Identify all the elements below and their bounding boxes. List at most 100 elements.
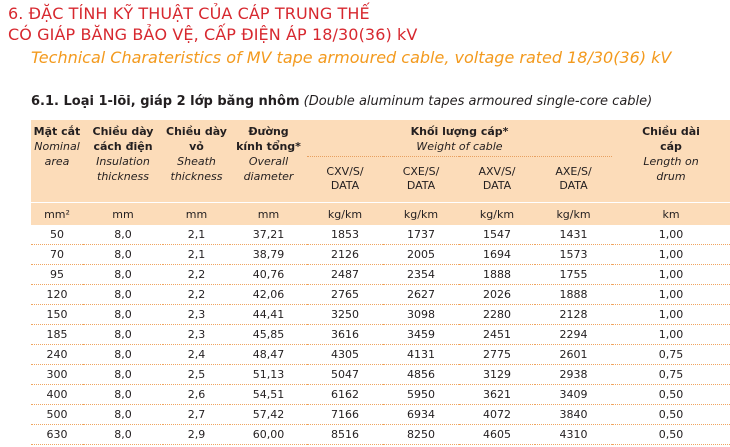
table-cell: 0,50 [612,384,730,405]
unit-cell: kg/km [535,202,613,225]
table-cell: 1547 [459,225,535,245]
table-cell: 1431 [535,225,613,245]
table-cell: 70 [31,244,83,265]
table-cell: 2026 [459,284,535,305]
table-row: 240 8,0 2,4 48,47 4305 4131 2775 2601 0,75 [31,344,730,365]
cable-spec-table: Mặt cắt Nominal area Chiều dày cách điện… [31,120,730,445]
table-cell: 4072 [459,404,535,425]
header-sheath: Chiều dày vỏ Sheath thickness [163,120,230,203]
table-cell: 500 [31,404,83,425]
table-cell: 4310 [535,424,613,445]
table-cell: 4305 [307,344,383,365]
table-cell: 2487 [307,264,383,285]
table-row: 500 8,0 2,7 57,42 7166 6934 4072 3840 0,50 [31,404,730,425]
unit-cell: mm [230,202,307,225]
table-cell: 8250 [383,424,459,445]
table-cell: 3250 [307,304,383,325]
table-cell: 37,21 [230,225,307,245]
table-cell: 8,0 [83,364,163,385]
table-cell: 4131 [383,344,459,365]
table-cell: 300 [31,364,83,385]
table-cell: 3621 [459,384,535,405]
table-cell: 1,00 [612,225,730,245]
table-cell: 42,06 [230,284,307,305]
table-cell: 3459 [383,324,459,345]
units-row: mm² mm mm mm kg/km kg/km kg/km kg/km km [31,202,730,225]
table-cell: 8,0 [83,404,163,425]
table-cell: 0,75 [612,364,730,385]
table-row: 185 8,0 2,3 45,85 3616 3459 2451 2294 1,00 [31,324,730,345]
header-weight-cxv: CXV/S/DATA [307,156,383,203]
unit-cell: mm [83,202,163,225]
table-cell: 2128 [535,304,613,325]
table-cell: 3129 [459,364,535,385]
table-cell: 2005 [383,244,459,265]
table-cell: 1,00 [612,304,730,325]
table-cell: 54,51 [230,384,307,405]
table-cell: 2601 [535,344,613,365]
table-row: 50 8,0 2,1 37,21 1853 1737 1547 1431 1,00 [31,225,730,245]
table-cell: 1,00 [612,324,730,345]
table-cell: 8,0 [83,264,163,285]
table-cell: 1888 [535,284,613,305]
table-cell: 4856 [383,364,459,385]
table-cell: 2126 [307,244,383,265]
table-cell: 2,7 [163,404,230,425]
table-cell: 2765 [307,284,383,305]
table-cell: 8,0 [83,244,163,265]
subsection-title-en: (Double aluminum tapes armoured single-c… [303,94,653,109]
table-cell: 2775 [459,344,535,365]
table-row: 300 8,0 2,5 51,13 5047 4856 3129 2938 0,75 [31,364,730,385]
table-row: 150 8,0 2,3 44,41 3250 3098 2280 2128 1,00 [31,304,730,325]
table-cell: 48,47 [230,344,307,365]
table-cell: 8,0 [83,344,163,365]
table-row: 400 8,0 2,6 54,51 6162 5950 3621 3409 0,50 [31,384,730,405]
subsection-title: 6.1. Loại 1-lõi, giáp 2 lớp băng nhôm (D… [31,94,652,109]
table-cell: 6934 [383,404,459,425]
header-insulation: Chiều dày cách điện Insulation thickness [83,120,163,203]
table-row: 630 8,0 2,9 60,00 8516 8250 4605 4310 0,50 [31,424,730,445]
table-cell: 8,0 [83,304,163,325]
table-cell: 57,42 [230,404,307,425]
table-cell: 400 [31,384,83,405]
table-cell: 1,00 [612,244,730,265]
header-diameter: Đường kính tổng* Overall diameter [230,120,307,203]
unit-cell: kg/km [307,202,383,225]
unit-cell: kg/km [383,202,459,225]
table-cell: 150 [31,304,83,325]
table-row: 95 8,0 2,2 40,76 2487 2354 1888 1755 1,00 [31,264,730,285]
unit-cell: km [612,202,730,225]
table-cell: 60,00 [230,424,307,445]
table-cell: 6162 [307,384,383,405]
subsection-title-vi: 6.1. Loại 1-lõi, giáp 2 lớp băng nhôm [31,94,300,109]
table-cell: 45,85 [230,324,307,345]
table-cell: 3840 [535,404,613,425]
table-cell: 95 [31,264,83,285]
unit-cell: mm² [31,202,83,225]
table-cell: 1755 [535,264,613,285]
table-cell: 0,50 [612,424,730,445]
table-cell: 2,1 [163,244,230,265]
table-cell: 2,3 [163,324,230,345]
table-cell: 8,0 [83,384,163,405]
section-heading-line1: 6. ĐẶC TÍNH KỸ THUẬT CỦA CÁP TRUNG THẾ [8,4,370,23]
table-cell: 1737 [383,225,459,245]
table-cell: 2,2 [163,264,230,285]
header-weight-cxe: CXE/S/DATA [383,156,459,203]
header-length: Chiều dài cáp Length on drum [612,120,730,203]
table-cell: 1,00 [612,264,730,285]
table-cell: 3098 [383,304,459,325]
table-cell: 2,9 [163,424,230,445]
table-cell: 2294 [535,324,613,345]
header-weight-axv: AXV/S/DATA [459,156,535,203]
table-row: 120 8,0 2,2 42,06 2765 2627 2026 1888 1,00 [31,284,730,305]
table-cell: 3616 [307,324,383,345]
header-weight-axe: AXE/S/DATA [535,156,613,203]
table-cell: 2,3 [163,304,230,325]
table-cell: 1,00 [612,284,730,305]
table-cell: 1853 [307,225,383,245]
table-cell: 2280 [459,304,535,325]
table-cell: 7166 [307,404,383,425]
table-cell: 2,5 [163,364,230,385]
table-cell: 120 [31,284,83,305]
